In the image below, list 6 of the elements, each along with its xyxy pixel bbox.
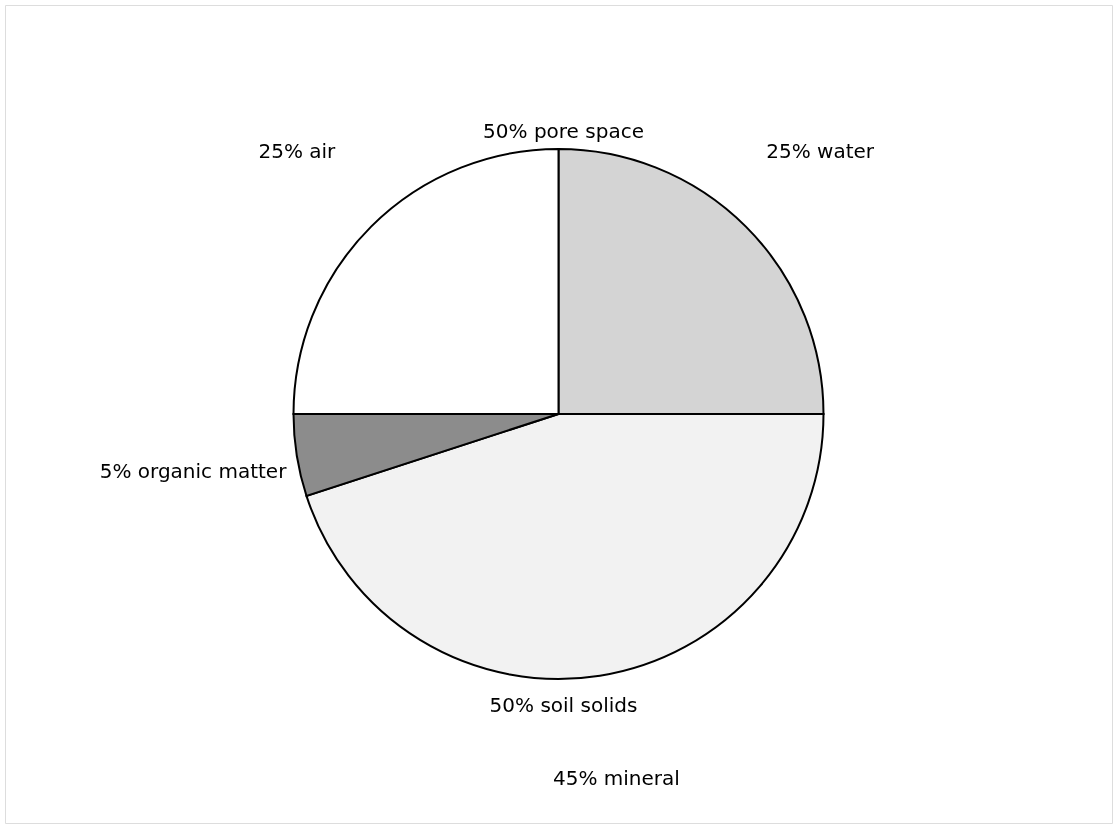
text: 50% pore space [483,119,644,143]
slice-label: 25% air [258,139,337,164]
slice-label: 45% mineral [552,766,680,791]
text: 50% soil solids [489,693,638,717]
slice-label: 25% water [766,139,875,164]
slice-label: 5% organic matter [99,458,288,483]
